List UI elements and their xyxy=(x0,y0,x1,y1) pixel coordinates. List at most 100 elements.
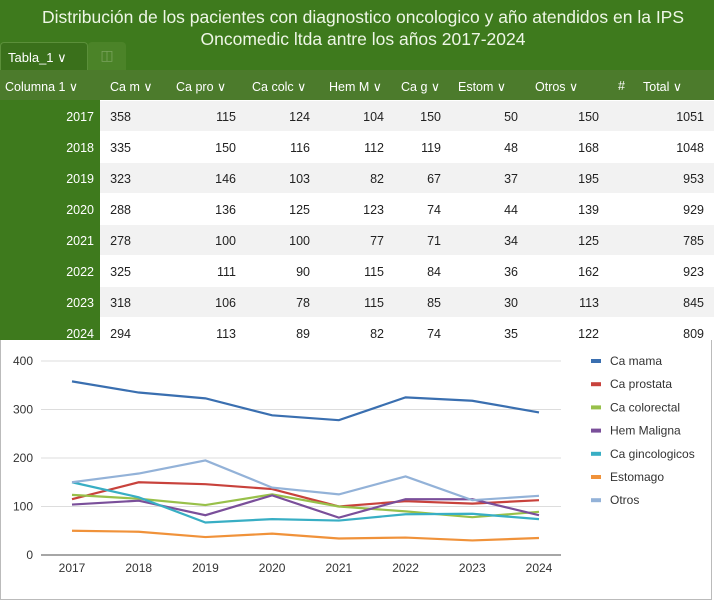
series-line-ca-mama xyxy=(71,380,540,422)
value-cell: 168 xyxy=(578,141,599,155)
value-cell: 125 xyxy=(578,234,599,248)
value-cell: 162 xyxy=(578,265,599,279)
value-cell: 78 xyxy=(296,296,310,310)
value-cell: 100 xyxy=(289,234,310,248)
value-cell: 115 xyxy=(364,296,384,310)
y-tick-label: 0 xyxy=(26,548,33,562)
column-header[interactable]: Otros ∨ xyxy=(535,80,579,94)
value-cell: 288 xyxy=(110,203,131,217)
value-cell: 318 xyxy=(110,296,131,310)
column-header[interactable]: Total ∨ xyxy=(643,80,683,94)
table-row: 2023 318 106 78 115 85 30 113 845 xyxy=(0,287,714,317)
value-cell: 953 xyxy=(683,172,704,186)
year-cell: 2023 xyxy=(66,296,94,310)
y-tick-label: 300 xyxy=(13,403,33,417)
legend-swatch xyxy=(591,405,601,410)
x-tick-label: 2021 xyxy=(326,561,353,575)
legend-label: Ca prostata xyxy=(610,377,672,391)
value-cell: 809 xyxy=(683,327,704,341)
x-tick-label: 2017 xyxy=(59,561,86,575)
series-line-estomago xyxy=(71,529,540,542)
column-header[interactable]: Ca m ∨ xyxy=(110,80,153,94)
table-row: 2022 325 111 90 115 84 36 162 923 xyxy=(0,256,714,286)
table-row: 2021 278 100 100 77 71 34 125 785 xyxy=(0,225,714,255)
value-cell: 82 xyxy=(370,327,384,341)
value-cell: 122 xyxy=(578,327,599,341)
series-line-ca-prostata xyxy=(71,481,540,508)
value-cell: 1048 xyxy=(676,141,704,155)
line-chart: 0 100 200 300 400 2017 2018 2019 2020 2021 2022 202… xyxy=(0,340,712,600)
value-cell: 113 xyxy=(216,327,236,341)
value-cell: 150 xyxy=(578,110,599,124)
value-cell: 37 xyxy=(504,172,518,186)
legend-swatch xyxy=(591,428,601,433)
value-cell: 335 xyxy=(110,141,131,155)
value-cell: 136 xyxy=(215,203,236,217)
value-cell: 74 xyxy=(427,327,441,341)
value-cell: 85 xyxy=(427,296,441,310)
value-cell: 115 xyxy=(216,110,236,124)
table-header: Columna 1 ∨ Ca m ∨ Ca pro ∨ Ca colc ∨ Hem M … xyxy=(0,70,714,100)
value-cell: 146 xyxy=(215,172,236,186)
value-cell: 119 xyxy=(421,141,441,155)
value-cell: 278 xyxy=(110,234,131,248)
table-row: 2017 358 115 124 104 150 50 150 1051 xyxy=(0,101,714,131)
value-cell: 115 xyxy=(364,265,384,279)
x-tick-label: 2018 xyxy=(125,561,152,575)
legend-label: Estomago xyxy=(610,470,664,484)
legend-label: Ca gincologicos xyxy=(610,447,695,461)
x-tick-label: 2024 xyxy=(526,561,553,575)
value-cell: 106 xyxy=(215,296,236,310)
legend-label: Hem Maligna xyxy=(610,424,681,438)
table-icon[interactable]: ◫ xyxy=(88,42,126,70)
value-cell: 785 xyxy=(683,234,704,248)
value-cell: 50 xyxy=(504,110,518,124)
value-cell: 125 xyxy=(289,203,310,217)
value-cell: 929 xyxy=(683,203,704,217)
value-cell: 67 xyxy=(427,172,441,186)
x-tick-label: 2023 xyxy=(459,561,486,575)
value-cell: 139 xyxy=(578,203,599,217)
value-cell: 48 xyxy=(504,141,518,155)
value-cell: 104 xyxy=(363,110,384,124)
legend-swatch xyxy=(591,498,601,503)
column-header[interactable]: Ca colc ∨ xyxy=(252,80,307,94)
value-cell: 90 xyxy=(296,265,310,279)
column-header[interactable]: Ca g ∨ xyxy=(401,80,441,94)
year-cell: 2024 xyxy=(66,327,94,341)
year-cell: 2019 xyxy=(66,172,94,186)
value-cell: 82 xyxy=(370,172,384,186)
column-header[interactable]: Estom ∨ xyxy=(458,80,507,94)
y-tick-label: 200 xyxy=(13,451,33,465)
value-cell: 323 xyxy=(110,172,131,186)
legend-label: Ca colorectal xyxy=(610,400,680,414)
year-cell: 2022 xyxy=(66,265,94,279)
value-cell: 150 xyxy=(420,110,441,124)
legend-swatch xyxy=(591,382,601,387)
table-row: 2018 335 150 116 112 119 48 168 1048 xyxy=(0,132,714,162)
x-tick-label: 2022 xyxy=(392,561,419,575)
series-line-hem-maligna xyxy=(71,494,540,519)
value-cell: 35 xyxy=(504,327,518,341)
value-cell: 294 xyxy=(110,327,131,341)
value-cell: 845 xyxy=(683,296,704,310)
x-tick-label: 2019 xyxy=(192,561,219,575)
value-cell: 89 xyxy=(296,327,310,341)
value-cell: 150 xyxy=(215,141,236,155)
column-header[interactable]: # xyxy=(618,79,625,93)
value-cell: 124 xyxy=(289,110,310,124)
table-row: 2019 323 146 103 82 67 37 195 953 xyxy=(0,163,714,193)
column-header[interactable]: Hem M ∨ xyxy=(329,80,382,94)
value-cell: 123 xyxy=(363,203,384,217)
value-cell: 44 xyxy=(504,203,518,217)
chart-svg: 0 100 200 300 400 2017 2018 2019 2020 2021 2022 202… xyxy=(13,354,695,575)
series-line-otros xyxy=(71,459,540,502)
value-cell: 111 xyxy=(216,265,236,279)
x-tick-label: 2020 xyxy=(259,561,286,575)
year-cell: 2017 xyxy=(66,110,94,124)
column-header[interactable]: Columna 1 ∨ xyxy=(5,80,79,94)
value-cell: 77 xyxy=(370,234,384,248)
value-cell: 923 xyxy=(683,265,704,279)
tab-tabla-1[interactable]: Tabla_1 ∨ xyxy=(0,42,88,70)
column-header[interactable]: Ca pro ∨ xyxy=(176,80,227,94)
